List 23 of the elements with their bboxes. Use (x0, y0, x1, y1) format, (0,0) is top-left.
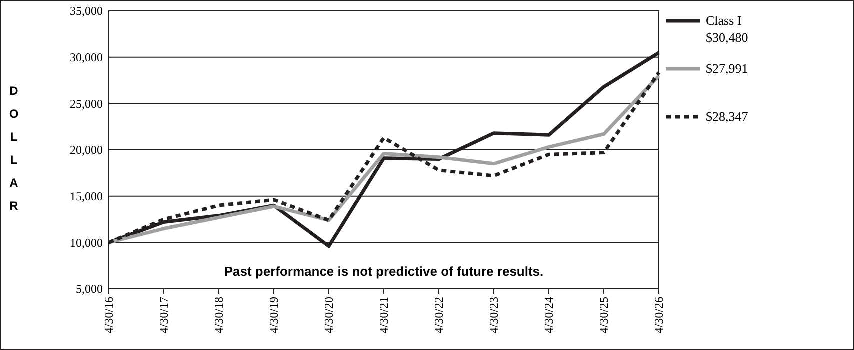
y-tick-label: 20,000 (70, 143, 103, 158)
y-tick-label: 5,000 (76, 282, 103, 296)
y-tick-label: 15,000 (70, 190, 103, 204)
x-tick-label: 4/30/24 (542, 297, 556, 334)
y-tick-label: 35,000 (70, 4, 103, 18)
x-tick-label: 4/30/25 (597, 297, 611, 334)
x-tick-label: 4/30/20 (322, 297, 336, 334)
x-tick-label: 4/30/17 (157, 297, 171, 334)
y-axis-title: DOLLAR (9, 84, 19, 213)
x-tick-label: 4/30/21 (377, 297, 391, 334)
x-tick-label: 4/30/19 (267, 297, 281, 334)
x-tick-label: 4/30/23 (487, 297, 501, 334)
legend-label: $27,991 (706, 61, 748, 76)
annotation: Past performance is not predictive of future results. (224, 264, 544, 279)
y-tick-label: 10,000 (70, 236, 103, 250)
y-tick-label: 25,000 (70, 96, 103, 111)
legend-label: $28,347 (706, 109, 749, 124)
x-tick-label: 4/30/22 (432, 297, 446, 334)
x-tick-label: 4/30/16 (102, 297, 116, 334)
x-tick-label: 4/30/26 (652, 297, 666, 334)
y-tick-label: 30,000 (70, 50, 103, 65)
x-tick-label: 4/30/18 (212, 297, 226, 334)
legend-label: Class I $30,480 (706, 13, 748, 45)
